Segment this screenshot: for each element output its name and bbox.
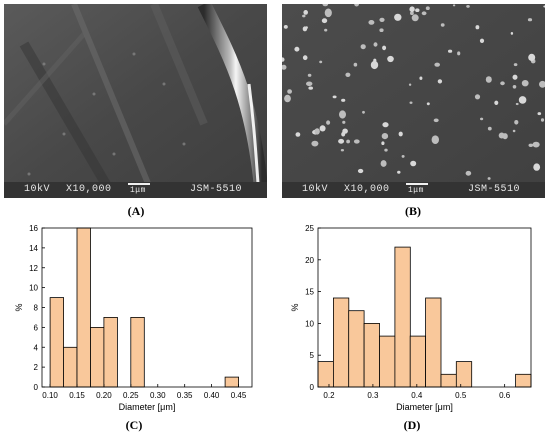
y-tick-label: 6 xyxy=(34,323,39,332)
histogram-bar xyxy=(363,323,380,388)
y-tick-label: 0 xyxy=(310,383,315,392)
histogram-bar xyxy=(49,297,64,388)
sem-texture-a xyxy=(4,4,267,198)
histogram-bar xyxy=(425,297,442,388)
sem-image-b: 10kV X10,000 1μm JSM-5510 xyxy=(282,4,545,198)
x-tick-label: 0.20 xyxy=(96,391,112,400)
y-tick-label: 20 xyxy=(305,256,314,265)
x-tick-label: 0.10 xyxy=(42,391,58,400)
histogram-bar xyxy=(63,346,78,388)
histogram-bar xyxy=(333,297,350,388)
panel-label-d: (D) xyxy=(403,418,421,432)
histogram-bar xyxy=(317,361,334,388)
histogram-c-svg: 0.10 0.15 0.20 0.25 0.30 0.35 0.40 0.45 0 2 4 6 8 10 1… xyxy=(14,224,253,412)
histogram-d-svg: 0.2 0.3 0.4 0.5 0.6 0 5 10 15 20 25 Diameter [μm]% xyxy=(290,224,532,412)
x-tick-label: 0.2 xyxy=(323,391,335,400)
sem-scale-label: 1μm xyxy=(408,186,424,195)
sem-voltage: 10kV xyxy=(24,184,51,195)
x-tick-label: 0.35 xyxy=(177,391,193,400)
sem-instrument: JSM-5510 xyxy=(468,184,521,195)
histogram-c: 0.10 0.15 0.20 0.25 0.30 0.35 0.40 0.45 0 2 4 6 8 10 1… xyxy=(14,222,264,418)
x-tick-label: 0.45 xyxy=(231,391,247,400)
y-tick-label: 5 xyxy=(310,351,315,360)
histogram-bar xyxy=(224,376,240,388)
histogram-bar xyxy=(90,327,105,388)
histogram-bar xyxy=(515,373,532,388)
sem-instrument: JSM-5510 xyxy=(190,184,243,195)
sem-texture-b xyxy=(282,4,545,198)
x-tick-label: 0.6 xyxy=(499,391,511,400)
panel-label-a: (A) xyxy=(127,204,145,218)
sem-voltage: 10kV xyxy=(302,184,329,195)
sem-info-bar xyxy=(4,182,267,198)
panel-label-b: (B) xyxy=(405,204,421,218)
x-tick-label: 0.40 xyxy=(204,391,220,400)
y-tick-label: 0 xyxy=(34,383,39,392)
scale-bar xyxy=(406,183,428,185)
x-tick-label: 0.15 xyxy=(69,391,85,400)
y-tick-label: 15 xyxy=(305,288,314,297)
histogram-bar xyxy=(440,373,457,388)
sem-info-bar xyxy=(282,182,545,198)
sem-magnification: X10,000 xyxy=(344,184,390,195)
y-tick-label: 16 xyxy=(29,224,38,233)
scale-bar xyxy=(128,183,150,185)
plot-frame xyxy=(317,227,532,388)
y-tick-label: 10 xyxy=(29,284,38,293)
histogram-d: 0.2 0.3 0.4 0.5 0.6 0 5 10 15 20 25 Diameter [μm]% xyxy=(290,222,542,418)
x-tick-label: 0.4 xyxy=(411,391,423,400)
x-tick-label: 0.3 xyxy=(367,391,379,400)
y-tick-label: 12 xyxy=(29,264,38,273)
y-axis-label: % xyxy=(14,303,24,311)
histogram-bar xyxy=(394,246,411,388)
y-axis-label: % xyxy=(290,303,300,311)
histogram-bar xyxy=(103,317,118,388)
histogram-bar xyxy=(455,361,473,388)
x-axis-label: Diameter [μm] xyxy=(119,402,176,412)
histogram-bar xyxy=(76,227,91,388)
histogram-bar xyxy=(409,335,426,388)
sem-magnification: X10,000 xyxy=(66,184,112,195)
panel-label-c: (C) xyxy=(125,418,143,432)
histogram-bar xyxy=(348,310,365,388)
sem-scale-label: 1μm xyxy=(130,186,146,195)
x-axis-label: Diameter [μm] xyxy=(396,402,453,412)
y-tick-label: 10 xyxy=(305,319,314,328)
histogram-bar xyxy=(379,335,396,388)
y-tick-label: 4 xyxy=(34,343,39,352)
y-tick-label: 14 xyxy=(29,244,38,253)
x-tick-label: 0.5 xyxy=(455,391,467,400)
y-tick-label: 2 xyxy=(34,363,39,372)
y-tick-label: 8 xyxy=(34,304,39,313)
y-tick-label: 25 xyxy=(305,224,314,233)
histogram-bar xyxy=(130,317,145,388)
x-tick-label: 0.25 xyxy=(123,391,139,400)
x-tick-label: 0.30 xyxy=(150,391,166,400)
sem-image-a: 10kV X10,000 1μm JSM-5510 xyxy=(4,4,267,198)
